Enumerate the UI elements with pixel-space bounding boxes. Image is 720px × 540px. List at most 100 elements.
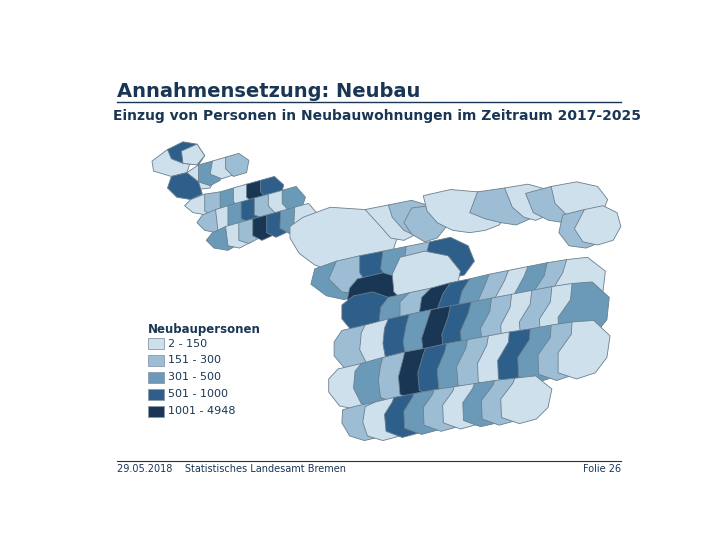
Polygon shape — [334, 325, 388, 373]
Polygon shape — [329, 256, 384, 294]
Polygon shape — [422, 306, 468, 361]
Polygon shape — [228, 202, 251, 226]
Polygon shape — [554, 257, 606, 313]
Polygon shape — [551, 182, 608, 219]
Polygon shape — [204, 192, 228, 217]
Polygon shape — [261, 177, 284, 201]
Polygon shape — [477, 332, 527, 388]
Polygon shape — [481, 294, 528, 353]
Polygon shape — [266, 211, 290, 237]
Polygon shape — [442, 302, 488, 359]
Polygon shape — [443, 383, 492, 429]
Polygon shape — [419, 283, 468, 334]
Polygon shape — [392, 251, 461, 309]
Polygon shape — [225, 153, 249, 177]
Polygon shape — [456, 336, 506, 392]
Polygon shape — [311, 261, 369, 300]
Text: 29.05.2018    Statistisches Landesamt Bremen: 29.05.2018 Statistisches Landesamt Breme… — [117, 464, 346, 474]
Polygon shape — [477, 271, 524, 325]
Polygon shape — [363, 397, 411, 441]
Polygon shape — [181, 144, 204, 165]
Polygon shape — [519, 287, 569, 347]
Polygon shape — [539, 284, 590, 343]
Polygon shape — [294, 204, 318, 231]
Polygon shape — [515, 262, 564, 318]
Polygon shape — [225, 222, 251, 248]
Text: Einzug von Personen in Neubauwohnungen im Zeitraum 2017-2025: Einzug von Personen in Neubauwohnungen i… — [113, 110, 641, 124]
Polygon shape — [282, 186, 305, 213]
Polygon shape — [241, 198, 264, 222]
Bar — [148, 355, 163, 366]
Polygon shape — [558, 282, 609, 342]
Polygon shape — [526, 186, 586, 222]
Text: 151 - 300: 151 - 300 — [168, 355, 221, 366]
Polygon shape — [575, 206, 621, 245]
Polygon shape — [381, 247, 433, 287]
Polygon shape — [498, 329, 547, 385]
Polygon shape — [403, 309, 449, 365]
Text: 1001 - 4948: 1001 - 4948 — [168, 406, 235, 416]
Polygon shape — [187, 165, 215, 190]
Polygon shape — [404, 242, 454, 283]
Text: Neubaupersonen: Neubaupersonen — [148, 323, 261, 336]
Polygon shape — [168, 142, 204, 165]
Polygon shape — [206, 226, 239, 251]
Polygon shape — [404, 390, 451, 434]
Text: 301 - 500: 301 - 500 — [168, 373, 221, 382]
Polygon shape — [215, 206, 241, 231]
Polygon shape — [253, 215, 276, 240]
Polygon shape — [246, 180, 270, 206]
Polygon shape — [425, 237, 474, 279]
Polygon shape — [269, 190, 292, 215]
Bar — [148, 372, 163, 383]
Text: Folie 26: Folie 26 — [582, 464, 621, 474]
Polygon shape — [423, 387, 472, 431]
Polygon shape — [559, 210, 608, 248]
Text: 501 - 1000: 501 - 1000 — [168, 389, 228, 400]
Bar — [148, 406, 163, 417]
Polygon shape — [534, 260, 585, 315]
Polygon shape — [461, 298, 508, 356]
Polygon shape — [210, 157, 235, 179]
Polygon shape — [360, 251, 409, 289]
Polygon shape — [423, 190, 508, 233]
Polygon shape — [168, 173, 202, 200]
Polygon shape — [378, 352, 423, 403]
Polygon shape — [384, 394, 431, 437]
Polygon shape — [437, 340, 485, 394]
Polygon shape — [482, 378, 532, 425]
Polygon shape — [538, 322, 589, 381]
Polygon shape — [518, 325, 568, 383]
Polygon shape — [347, 273, 414, 333]
Polygon shape — [418, 343, 465, 397]
Polygon shape — [558, 320, 610, 379]
Polygon shape — [354, 357, 403, 408]
Polygon shape — [239, 219, 262, 244]
Polygon shape — [233, 184, 256, 209]
Polygon shape — [184, 194, 218, 215]
Polygon shape — [379, 293, 427, 340]
Text: Annahmensetzung: Neubau: Annahmensetzung: Neubau — [117, 82, 420, 101]
Polygon shape — [254, 194, 277, 219]
Polygon shape — [290, 207, 398, 274]
Polygon shape — [383, 314, 429, 367]
Polygon shape — [197, 210, 228, 233]
Polygon shape — [152, 150, 191, 177]
Polygon shape — [220, 188, 243, 213]
Text: 2 - 150: 2 - 150 — [168, 339, 207, 348]
Polygon shape — [463, 381, 512, 427]
Polygon shape — [505, 184, 555, 220]
Polygon shape — [495, 267, 544, 320]
Polygon shape — [342, 402, 391, 441]
Bar — [148, 389, 163, 400]
Polygon shape — [280, 207, 303, 233]
Polygon shape — [500, 291, 549, 350]
Polygon shape — [342, 292, 394, 336]
Polygon shape — [365, 205, 423, 240]
Polygon shape — [469, 188, 536, 225]
Polygon shape — [398, 348, 445, 401]
Polygon shape — [329, 363, 383, 410]
Polygon shape — [437, 279, 487, 330]
Polygon shape — [199, 161, 222, 186]
Polygon shape — [360, 319, 409, 370]
